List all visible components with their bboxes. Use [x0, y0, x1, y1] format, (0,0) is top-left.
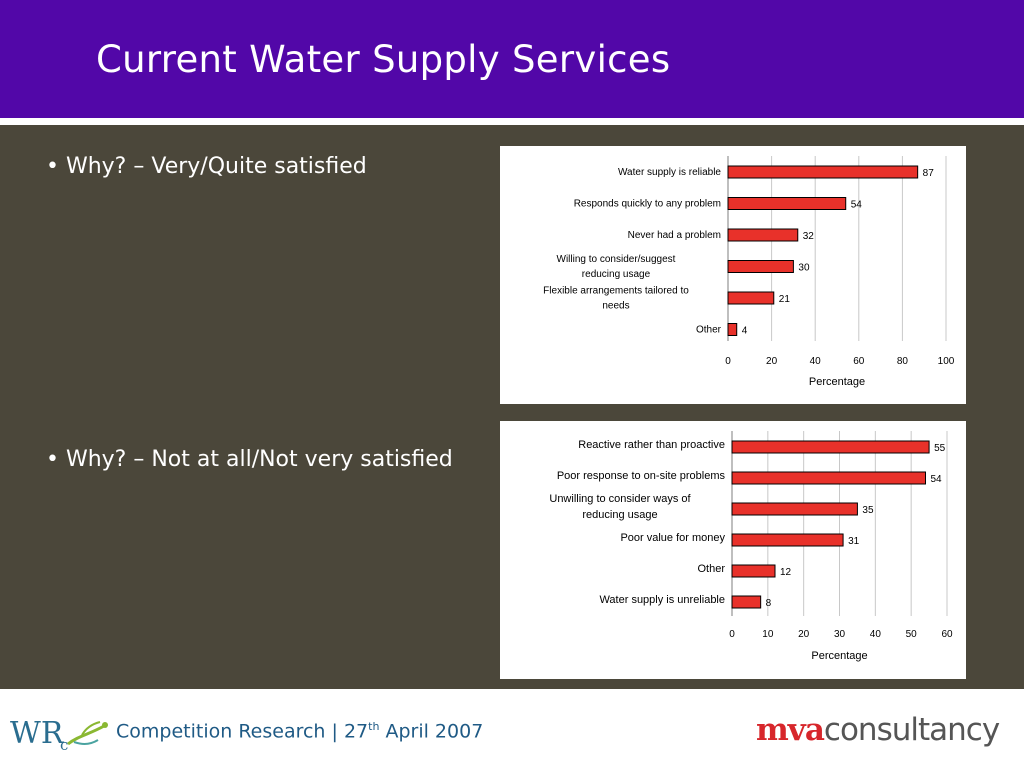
x-tick-label: 50 — [906, 629, 918, 640]
bar — [731, 502, 858, 516]
data-label: 54 — [851, 200, 863, 211]
x-tick-label: 40 — [870, 629, 882, 640]
bullet-satisfied: • Why? – Very/Quite satisfied — [46, 154, 367, 179]
header-bar — [0, 0, 1024, 118]
bar — [731, 533, 844, 547]
bar — [731, 440, 930, 454]
bar — [727, 291, 775, 305]
bar — [727, 228, 799, 242]
category-label: Flexible arrangements tailored to — [543, 286, 689, 297]
x-axis-title: Percentage — [809, 376, 865, 388]
bar — [727, 260, 794, 273]
svg-text:c: c — [60, 736, 68, 754]
bullet-not-satisfied: • Why? – Not at all/Not very satisfied — [46, 447, 453, 472]
bar — [731, 471, 926, 485]
category-label: Water supply is unreliable — [599, 594, 725, 606]
category-label: Willing to consider/suggest — [557, 254, 676, 265]
bar — [731, 564, 776, 578]
wrc-logo: WR c — [10, 716, 108, 754]
category-label: Reactive rather than proactive — [578, 439, 725, 451]
category-label: Poor response to on-site problems — [557, 470, 726, 482]
data-label: 21 — [779, 294, 791, 305]
bar — [727, 323, 738, 336]
category-label: Poor value for money — [620, 532, 725, 544]
x-tick-label: 0 — [725, 356, 731, 367]
category-label: Unwilling to consider ways of — [549, 493, 691, 505]
footer-text: Competition Research | 27th April 2007 — [116, 720, 484, 743]
data-label: 32 — [803, 231, 815, 242]
data-label: 35 — [862, 505, 874, 516]
slide-title: Current Water Supply Services — [96, 38, 671, 81]
bar — [731, 595, 762, 609]
x-tick-label: 10 — [762, 629, 774, 640]
x-tick-label: 20 — [766, 356, 778, 367]
x-tick-label: 100 — [938, 356, 955, 367]
mva-consultancy-logo: mvaconsultancy — [756, 712, 1000, 748]
bar-chart-not-satisfied: 55 Reactive rather than proactive 54 Poor r… — [549, 431, 953, 662]
x-tick-label: 0 — [729, 629, 735, 640]
bar-chart-satisfied: 87 Water supply is reliable 54 Responds qui… — [543, 156, 955, 388]
category-label: Water supply is reliable — [618, 167, 721, 178]
category-label: Responds quickly to any problem — [574, 199, 721, 210]
wrc-logo-text: WR — [10, 716, 65, 751]
chart-panel-not-satisfied: 55 Reactive rather than proactive 54 Poor r… — [500, 421, 966, 679]
data-label: 4 — [742, 326, 748, 337]
category-label: Other — [696, 325, 722, 336]
x-tick-label: 30 — [834, 629, 846, 640]
category-label: reducing usage — [582, 269, 651, 280]
x-tick-label: 60 — [853, 356, 865, 367]
footer — [0, 689, 1024, 768]
x-tick-label: 60 — [941, 629, 953, 640]
x-tick-label: 20 — [798, 629, 810, 640]
category-label: needs — [602, 301, 629, 312]
data-label: 12 — [780, 567, 792, 578]
bar — [727, 197, 847, 210]
category-label: Other — [697, 563, 725, 575]
chart-panel-satisfied: 87 Water supply is reliable 54 Responds qui… — [500, 146, 966, 404]
x-axis-title: Percentage — [811, 650, 867, 662]
x-tick-label: 40 — [810, 356, 822, 367]
data-label: 55 — [934, 443, 946, 454]
data-label: 8 — [766, 598, 772, 609]
data-label: 87 — [923, 168, 935, 179]
bar — [727, 165, 919, 179]
data-label: 30 — [798, 263, 810, 274]
category-label: Never had a problem — [628, 230, 721, 241]
x-tick-label: 80 — [897, 356, 909, 367]
data-label: 54 — [931, 474, 943, 485]
data-label: 31 — [848, 536, 860, 547]
category-label: reducing usage — [582, 509, 657, 521]
header-divider — [0, 118, 1024, 125]
